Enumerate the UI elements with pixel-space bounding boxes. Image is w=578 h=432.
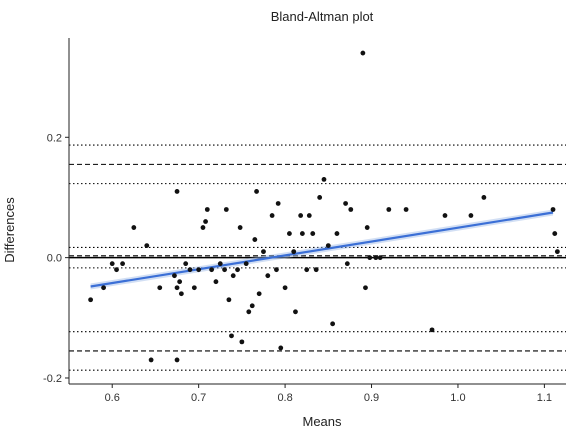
x-tick-label: 0.7	[191, 392, 206, 404]
data-point	[252, 237, 257, 242]
regression-line	[91, 213, 553, 287]
data-point	[551, 207, 556, 212]
data-point	[205, 207, 210, 212]
data-point	[443, 213, 448, 218]
data-point	[360, 51, 365, 56]
data-point	[555, 249, 560, 254]
data-point	[222, 267, 227, 272]
data-point	[317, 195, 322, 200]
data-point	[120, 261, 125, 266]
data-point	[283, 285, 288, 290]
data-point	[322, 177, 327, 182]
data-point	[345, 261, 350, 266]
data-point	[348, 207, 353, 212]
x-axis-label: Means	[302, 414, 342, 429]
data-point	[300, 231, 305, 236]
data-point	[373, 255, 378, 260]
data-point	[244, 261, 249, 266]
data-point	[238, 225, 243, 230]
x-tick-label: 0.9	[364, 392, 379, 404]
data-point	[363, 285, 368, 290]
data-point	[261, 249, 266, 254]
data-point	[229, 333, 234, 338]
data-point	[265, 273, 270, 278]
data-point	[231, 273, 236, 278]
data-point	[274, 267, 279, 272]
y-tick-label: 0.2	[47, 132, 62, 144]
data-point	[335, 231, 340, 236]
reference-lines	[69, 145, 566, 370]
data-point	[88, 297, 93, 302]
data-point	[404, 207, 409, 212]
data-point	[214, 279, 219, 284]
data-point	[293, 309, 298, 314]
regression-layer	[91, 210, 553, 290]
data-point	[254, 189, 259, 194]
data-point	[270, 213, 275, 218]
data-point	[177, 279, 182, 284]
data-point	[196, 267, 201, 272]
data-point	[203, 219, 208, 224]
data-point	[188, 267, 193, 272]
chart-title: Bland-Altman plot	[271, 9, 374, 24]
x-tick-label: 0.6	[105, 392, 120, 404]
data-point	[307, 213, 312, 218]
data-point	[175, 358, 180, 363]
data-point	[110, 261, 115, 266]
data-point	[246, 309, 251, 314]
data-point	[224, 207, 229, 212]
data-point	[257, 291, 262, 296]
y-axis-ticks: -0.2 0.0 0.2	[43, 132, 69, 385]
data-point	[192, 285, 197, 290]
data-point	[218, 261, 223, 266]
data-point	[101, 285, 106, 290]
data-point	[144, 243, 149, 248]
data-point	[235, 267, 240, 272]
y-tick-label: -0.2	[43, 373, 62, 385]
data-point	[278, 345, 283, 350]
plot-area	[69, 51, 566, 371]
data-point	[183, 261, 188, 266]
data-point	[314, 267, 319, 272]
data-point	[330, 321, 335, 326]
data-point	[298, 213, 303, 218]
data-point	[157, 285, 162, 290]
data-point	[114, 267, 119, 272]
data-point	[276, 201, 281, 206]
data-point	[430, 327, 435, 332]
data-point	[250, 303, 255, 308]
data-point	[378, 255, 383, 260]
data-point	[365, 225, 370, 230]
data-point	[343, 201, 348, 206]
data-point	[304, 267, 309, 272]
x-axis-ticks: 0.6 0.7 0.8 0.9 1.0 1.1	[105, 384, 552, 404]
data-point	[175, 189, 180, 194]
data-point	[172, 273, 177, 278]
y-tick-label: 0.0	[47, 253, 62, 265]
data-point	[149, 358, 154, 363]
data-points	[88, 51, 560, 363]
data-point	[175, 285, 180, 290]
y-axis-label: Differences	[2, 197, 17, 263]
data-point	[227, 297, 232, 302]
data-point	[386, 207, 391, 212]
data-point	[201, 225, 206, 230]
data-point	[179, 291, 184, 296]
data-point	[469, 213, 474, 218]
x-tick-label: 1.0	[450, 392, 465, 404]
data-point	[481, 195, 486, 200]
data-point	[326, 243, 331, 248]
data-point	[310, 231, 315, 236]
x-tick-label: 1.1	[537, 392, 552, 404]
data-point	[367, 255, 372, 260]
data-point	[209, 267, 214, 272]
data-point	[131, 225, 136, 230]
data-point	[291, 249, 296, 254]
x-tick-label: 0.8	[277, 392, 292, 404]
data-point	[287, 231, 292, 236]
data-point	[552, 231, 557, 236]
data-point	[239, 339, 244, 344]
